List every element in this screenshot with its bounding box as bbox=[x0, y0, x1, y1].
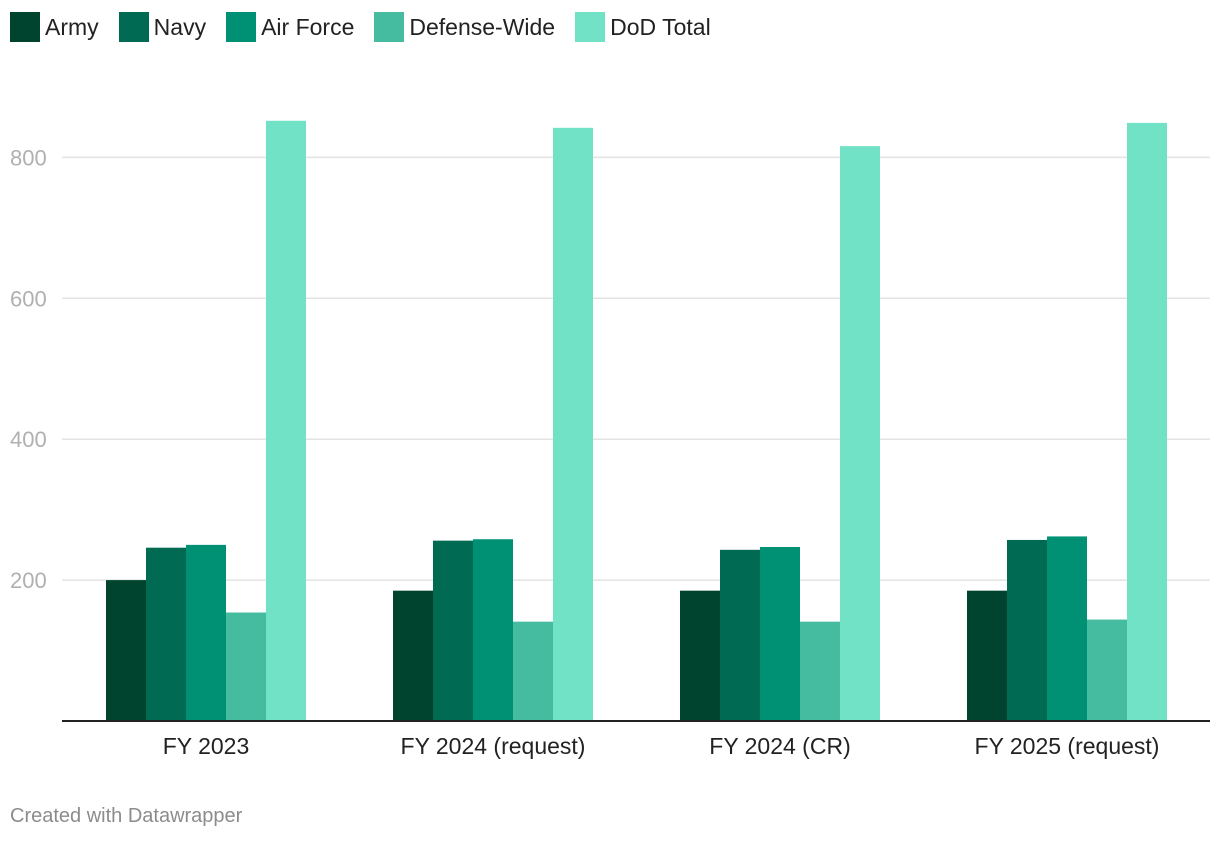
legend-swatch bbox=[118, 12, 149, 42]
y-tick-label: 400 bbox=[10, 427, 47, 452]
bar-defense-wide bbox=[1087, 619, 1127, 721]
legend-swatch bbox=[226, 12, 257, 42]
bar-dod-total bbox=[1127, 122, 1167, 721]
bar-army bbox=[967, 590, 1007, 721]
bar-dod-total bbox=[266, 120, 306, 722]
x-tick-label: FY 2024 (request) bbox=[401, 733, 586, 759]
bar-air-force bbox=[186, 544, 226, 721]
legend-swatch bbox=[10, 12, 40, 42]
chart-legend: Army Navy Air Force Defense-Wide DoD Total bbox=[10, 12, 731, 42]
bar-defense-wide bbox=[800, 621, 840, 721]
bar-navy bbox=[433, 540, 473, 721]
legend-item-dod-total: DoD Total bbox=[575, 12, 711, 42]
bar-navy bbox=[720, 549, 760, 721]
legend-item-air-force: Air Force bbox=[226, 12, 354, 42]
legend-swatch bbox=[575, 12, 606, 42]
bar-air-force bbox=[760, 546, 800, 721]
y-tick-label: 600 bbox=[10, 286, 47, 311]
footer-credit: Created with Datawrapper bbox=[10, 805, 243, 827]
y-tick-label: 800 bbox=[10, 145, 47, 170]
legend-label: Army bbox=[45, 13, 99, 40]
x-tick-label: FY 2023 bbox=[163, 733, 250, 759]
x-tick-label: FY 2025 (request) bbox=[975, 733, 1160, 759]
legend-label: Navy bbox=[153, 13, 207, 40]
legend-item-defense-wide: Defense-Wide bbox=[374, 12, 555, 42]
y-tick-label: 200 bbox=[10, 568, 47, 593]
x-tick-label: FY 2024 (CR) bbox=[709, 733, 850, 759]
bar-army bbox=[106, 580, 146, 721]
legend-label: DoD Total bbox=[610, 13, 711, 40]
bar-air-force bbox=[473, 539, 513, 721]
bar-army bbox=[393, 590, 433, 721]
bar-defense-wide bbox=[513, 621, 553, 721]
bar-army bbox=[680, 590, 720, 721]
bar-navy bbox=[1007, 539, 1047, 721]
bar-defense-wide bbox=[226, 612, 266, 721]
bar-air-force bbox=[1047, 536, 1087, 721]
legend-swatch bbox=[374, 12, 405, 42]
legend-label: Air Force bbox=[261, 13, 355, 40]
bar-dod-total bbox=[840, 146, 880, 722]
legend-item-navy: Navy bbox=[118, 12, 207, 42]
legend-item-army: Army bbox=[10, 12, 99, 42]
bar-navy bbox=[146, 547, 186, 721]
bar-chart: 200 400 600 800 FY 2023 FY 2024 (request) FY 2… bbox=[10, 120, 1210, 759]
legend-label: Defense-Wide bbox=[409, 13, 556, 40]
bar-dod-total bbox=[553, 127, 593, 722]
